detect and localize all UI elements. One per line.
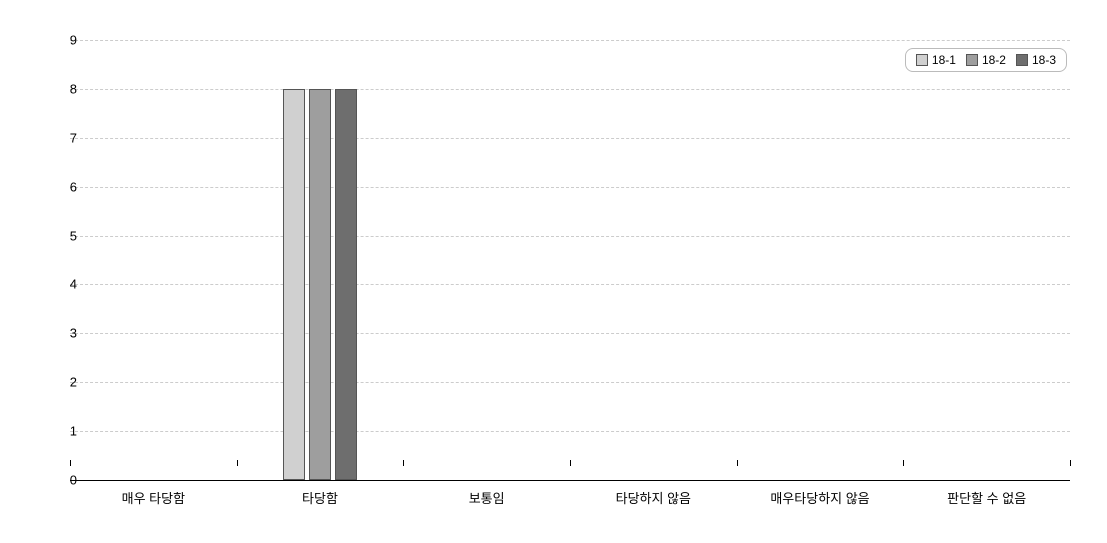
- bar: [309, 89, 331, 480]
- plot-area: [70, 40, 1070, 481]
- bar-chart: 18-1 18-2 18-3 0 1 2 3 4 5 6 7 8 9 매우 타당함 타당함 보통임 타당하지 …: [20, 20, 1087, 523]
- x-tick-label: 보통임: [469, 488, 505, 507]
- grid-line: [70, 89, 1070, 90]
- legend: 18-1 18-2 18-3: [905, 48, 1067, 72]
- y-tick-label: 6: [47, 179, 77, 194]
- y-tick-label: 4: [47, 277, 77, 292]
- y-tick-label: 3: [47, 326, 77, 341]
- y-tick-label: 5: [47, 228, 77, 243]
- legend-swatch: [966, 54, 978, 66]
- grid-line: [70, 138, 1070, 139]
- x-tick-mark: [403, 460, 404, 466]
- x-tick-label: 매우타당하지 않음: [770, 488, 869, 507]
- bar: [283, 89, 305, 480]
- x-tick-label: 타당함: [302, 488, 338, 507]
- x-tick-label: 매우 타당함: [122, 488, 185, 507]
- y-tick-label: 1: [47, 424, 77, 439]
- y-tick-label: 9: [47, 33, 77, 48]
- legend-swatch: [1016, 54, 1028, 66]
- grid-line: [70, 187, 1070, 188]
- x-tick-label: 판단할 수 없음: [947, 488, 1026, 507]
- grid-line: [70, 40, 1070, 41]
- legend-label: 18-1: [932, 53, 956, 67]
- grid-line: [70, 236, 1070, 237]
- x-tick-mark: [903, 460, 904, 466]
- grid-line: [70, 382, 1070, 383]
- x-tick-label: 타당하지 않음: [616, 488, 691, 507]
- legend-item: 18-2: [966, 53, 1006, 67]
- y-tick-label: 8: [47, 81, 77, 96]
- y-tick-label: 0: [47, 473, 77, 488]
- legend-item: 18-1: [916, 53, 956, 67]
- legend-swatch: [916, 54, 928, 66]
- legend-label: 18-3: [1032, 53, 1056, 67]
- x-tick-mark: [737, 460, 738, 466]
- bar: [335, 89, 357, 480]
- y-tick-label: 2: [47, 375, 77, 390]
- x-tick-mark: [1070, 460, 1071, 466]
- legend-label: 18-2: [982, 53, 1006, 67]
- grid-line: [70, 333, 1070, 334]
- x-tick-mark: [237, 460, 238, 466]
- legend-item: 18-3: [1016, 53, 1056, 67]
- x-tick-mark: [570, 460, 571, 466]
- grid-line: [70, 284, 1070, 285]
- x-tick-mark: [70, 460, 71, 466]
- grid-line: [70, 431, 1070, 432]
- y-tick-label: 7: [47, 130, 77, 145]
